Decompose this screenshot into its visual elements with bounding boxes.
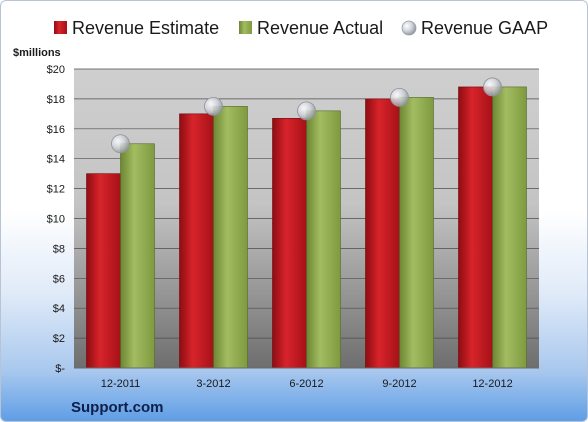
- gaap-markers: [111, 77, 502, 154]
- x-tick-label: 12-2011: [101, 378, 141, 390]
- y-tick-label: $10: [47, 214, 65, 226]
- y-tick-label: $2: [53, 333, 65, 345]
- bar-revenue-actual: [492, 86, 527, 369]
- y-tick-label: $14: [47, 154, 65, 166]
- y-tick-label: $12: [47, 184, 65, 196]
- y-tick-label: $16: [47, 124, 65, 136]
- legend-label-revenue-actual: Revenue Actual: [257, 18, 383, 38]
- y-tick-label: $18: [47, 94, 65, 106]
- y-tick-label: $-: [55, 363, 65, 375]
- brand-label: Support.com: [71, 399, 164, 416]
- y-tick-label: $4: [53, 303, 65, 315]
- bar-revenue-estimate: [86, 173, 121, 369]
- x-tick-label: 6-2012: [289, 378, 323, 390]
- bar-revenue-actual: [306, 110, 341, 369]
- bars: [86, 86, 527, 369]
- y-tick-label: $20: [47, 64, 65, 76]
- bar-revenue-actual: [399, 97, 434, 369]
- x-tick-label: 12-2012: [472, 378, 512, 390]
- legend-swatch-revenue-estimate: [54, 21, 67, 34]
- marker-revenue-gaap: [111, 134, 130, 154]
- marker-revenue-gaap: [204, 96, 223, 116]
- marker-revenue-gaap: [297, 101, 316, 121]
- marker-revenue-gaap: [483, 77, 502, 97]
- marker-revenue-gaap: [390, 88, 409, 107]
- bar-revenue-actual: [120, 143, 155, 369]
- x-tick-label: 3-2012: [196, 378, 230, 390]
- bar-revenue-actual: [213, 106, 248, 369]
- legend-swatch-revenue-actual: [239, 21, 252, 34]
- x-axis-tick-labels: 12-2011 3-2012 6-2012 9-2012 12-2012: [101, 378, 513, 390]
- bar-revenue-estimate: [458, 86, 493, 369]
- legend-label-revenue-gaap: Revenue GAAP: [421, 18, 548, 38]
- bar-revenue-estimate: [272, 118, 307, 369]
- y-tick-label: $8: [53, 243, 65, 255]
- bar-revenue-estimate: [365, 98, 400, 369]
- legend: Revenue Estimate Revenue Actual Revenue …: [54, 18, 548, 38]
- legend-label-revenue-estimate: Revenue Estimate: [72, 18, 219, 38]
- legend-marker-revenue-gaap: [401, 20, 417, 36]
- y-axis-unit-label: $millions: [13, 47, 61, 59]
- y-axis-tick-labels: $- $2 $4 $6 $8 $10 $12 $14 $16 $18 $20: [47, 64, 66, 375]
- bar-revenue-estimate: [179, 113, 214, 369]
- y-tick-label: $6: [53, 273, 65, 285]
- x-tick-label: 9-2012: [382, 378, 416, 390]
